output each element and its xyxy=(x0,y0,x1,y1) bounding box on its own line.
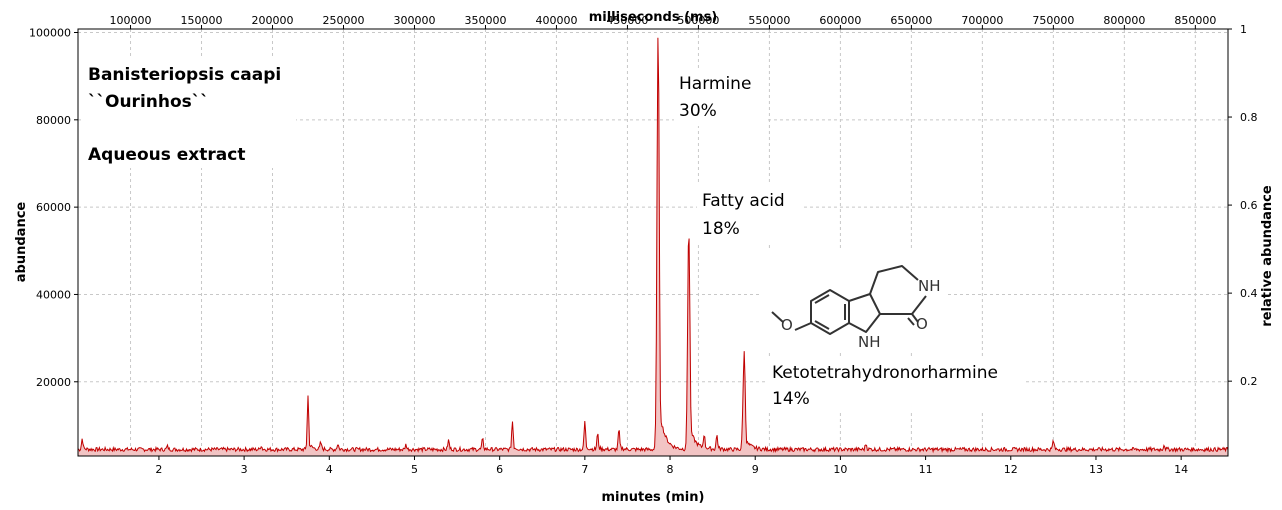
x-tick-label: 8 xyxy=(667,463,674,476)
x-tick-label: 5 xyxy=(411,463,418,476)
ticks-layer: 2 3 4 5 6 7 8 9 10 11 12 13 14 100000 150000 200000 2500… xyxy=(29,14,1258,476)
x-tick-label: 11 xyxy=(919,463,933,476)
y2-tick-label: 0.8 xyxy=(1240,111,1258,124)
structure-nh-bottom: NH xyxy=(858,333,881,351)
x2-tick-label: 400000 xyxy=(535,14,577,27)
x2-tick-label: 600000 xyxy=(819,14,861,27)
structure-methoxy-o: O xyxy=(781,316,793,334)
x2-axis-title: milliseconds (ms) xyxy=(589,10,718,25)
keto-label-bg xyxy=(768,357,1024,413)
x2-tick-label: 450000 xyxy=(606,14,648,27)
x-tick-label: 3 xyxy=(241,463,248,476)
x2-tick-label: 100000 xyxy=(110,14,152,27)
sample-label-bg xyxy=(84,58,296,140)
x-tick-label: 6 xyxy=(496,463,503,476)
structure-carbonyl-o: O xyxy=(916,315,928,333)
x2-tick-label: 700000 xyxy=(961,14,1003,27)
fatty-acid-label: Fatty acid xyxy=(702,191,785,211)
structure-nh-right: NH xyxy=(918,277,941,295)
x-tick-label: 14 xyxy=(1174,463,1188,476)
keto-label: Ketotetrahydronorharmine xyxy=(772,363,998,383)
x2-tick-label: 350000 xyxy=(464,14,506,27)
harmine-percent: 30% xyxy=(679,101,717,121)
y-tick-label: 80000 xyxy=(36,114,71,127)
y-tick-label: 40000 xyxy=(36,288,71,301)
y2-tick-label: 0.2 xyxy=(1240,375,1258,388)
extract-label: Aqueous extract xyxy=(88,145,245,165)
sample-name: Banisteriopsis caapi xyxy=(88,65,281,85)
x2-tick-label: 250000 xyxy=(322,14,364,27)
y2-tick-label: 0.6 xyxy=(1240,199,1258,212)
plot-frame xyxy=(77,28,1229,457)
x2-tick-label: 300000 xyxy=(393,14,435,27)
x2-tick-label: 750000 xyxy=(1032,14,1074,27)
x-tick-label: 10 xyxy=(833,463,847,476)
y2-axis-title: relative abundance xyxy=(1260,185,1275,327)
harmine-label: Harmine xyxy=(679,74,751,94)
fatty-acid-percent: 18% xyxy=(702,219,740,239)
extract-label-bg xyxy=(84,140,290,168)
fatty-label-bg xyxy=(697,185,803,243)
sample-variety: ``Ourinhos`` xyxy=(88,92,209,112)
x2-tick-label: 800000 xyxy=(1103,14,1145,27)
y-tick-label: 20000 xyxy=(36,376,71,389)
x-tick-label: 4 xyxy=(326,463,333,476)
x-tick-label: 9 xyxy=(752,463,759,476)
chromatogram-trace xyxy=(77,37,1229,457)
ketotetrahydronorharmine-structure: NH NH O O xyxy=(760,250,945,351)
x2-tick-label: 200000 xyxy=(252,14,294,27)
x-tick-label: 2 xyxy=(155,463,162,476)
x-axis-title: minutes (min) xyxy=(602,490,705,505)
x2-tick-label: 500000 xyxy=(677,14,719,27)
x-tick-label: 13 xyxy=(1089,463,1103,476)
y2-tick-label: 1 xyxy=(1240,23,1247,36)
y2-tick-label: 0.4 xyxy=(1240,287,1258,300)
harmine-label-bg xyxy=(674,68,766,126)
y-tick-label: 100000 xyxy=(29,26,71,39)
x2-tick-label: 550000 xyxy=(748,14,790,27)
y-tick-label: 60000 xyxy=(36,201,71,214)
keto-percent: 14% xyxy=(772,389,810,409)
y-axis-title: abundance xyxy=(14,202,29,283)
x-tick-label: 7 xyxy=(581,463,588,476)
x2-tick-label: 150000 xyxy=(181,14,223,27)
x2-tick-label: 850000 xyxy=(1174,14,1216,27)
x2-tick-label: 650000 xyxy=(890,14,932,27)
x-tick-label: 12 xyxy=(1004,463,1018,476)
